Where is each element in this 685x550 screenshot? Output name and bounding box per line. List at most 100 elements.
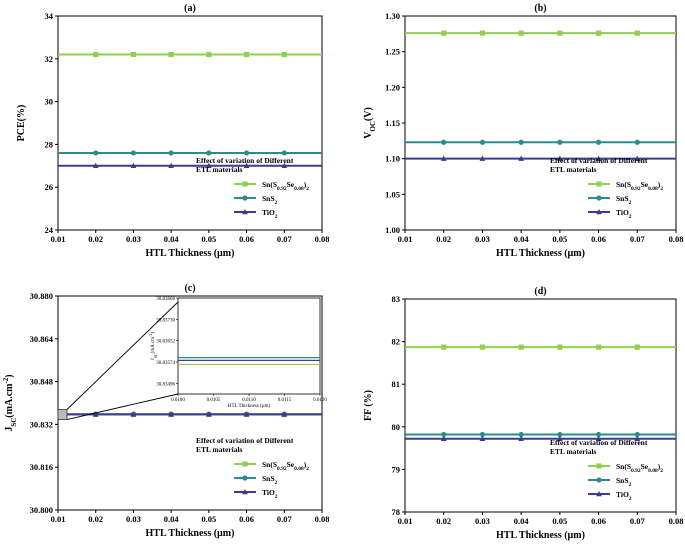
panel-d-xtick-label: 0.03	[475, 516, 490, 526]
panel-c-xlabel: HTL Thickness (µm)	[146, 528, 235, 539]
panel-a-legend-title-2: ETL materials	[196, 165, 243, 174]
panel-c-ytick-label: 30.832	[30, 419, 53, 429]
panel-a-series-1-point	[93, 150, 99, 156]
panel-b-ytick-label: 1.30	[385, 11, 400, 21]
panel-a-series-0-point	[93, 51, 99, 58]
panel-b-series-2-point	[556, 155, 563, 161]
panel-d-legend-title-1: Effect of variation of Different	[550, 438, 648, 447]
inset-ylabel: JSC(mA.cm-2)	[148, 331, 158, 360]
panel-a-series-2-point	[205, 162, 212, 169]
zoom-connector-bottom	[66, 393, 179, 420]
inset-xtick-label: 0.0115	[278, 398, 292, 403]
panel-c-series-2-point	[243, 411, 250, 417]
panel-d-series-0-point	[634, 344, 640, 350]
panel-a-label: (a)	[184, 3, 196, 14]
panel-d-ytick-label: 78	[392, 507, 401, 517]
panel-a-series-0-point	[168, 51, 174, 58]
panel-a-xtick-label: 0.08	[315, 234, 330, 244]
panel-c-legend-title-2: ETL materials	[196, 445, 243, 454]
inset-xtick-label: 0.0100	[171, 398, 185, 403]
panel-b-series-0-point	[441, 30, 447, 36]
inset-xtick-label: 0.0110	[242, 398, 256, 403]
panel-b-label: (b)	[534, 3, 546, 14]
panel-b-series-1-point	[518, 139, 524, 145]
panel-b-xtick-label: 0.07	[630, 234, 646, 244]
panel-a-series-1-point	[168, 150, 174, 156]
panel-d-series-1-point	[479, 431, 486, 438]
panel-c-series-2-point	[168, 411, 175, 417]
panel-a-series-2-point	[243, 162, 250, 169]
panel-c-xtick-label: 0.01	[51, 514, 66, 524]
panel-d-legend-label-2: TiO2	[616, 490, 632, 502]
panel-b-xtick-label: 0.03	[475, 234, 490, 244]
panel-d-ytick-label: 81	[392, 379, 401, 389]
panel-d-xtick-label: 0.02	[436, 516, 451, 526]
panel-b-xlabel: HTL Thickness (µm)	[496, 248, 585, 259]
panel-c-ytick-label: 30.848	[30, 377, 53, 387]
inset-ytick-label: 30.83730	[156, 318, 175, 323]
panel-d-series-1-point	[557, 431, 563, 438]
panel-b-series-2-point	[440, 155, 447, 161]
panel-a-legend-label-0: Sn(S0.92Se0.08)2	[262, 180, 309, 192]
inset-ytick-label: 30.83808	[156, 297, 175, 302]
panel-a-series-0-point	[243, 51, 250, 58]
panel-d-series-0-point	[441, 344, 447, 350]
panel-a-series-1-point	[243, 150, 250, 156]
panel-b-xtick-label: 0.02	[436, 234, 451, 244]
panel-d-xtick-label: 0.07	[630, 516, 646, 526]
panel-a-series-0-point	[130, 51, 137, 58]
panel-b-series-1-point	[479, 139, 486, 145]
panel-b-legend-marker-2	[596, 209, 602, 215]
panel-d-series-2-point	[556, 435, 563, 441]
panel-b-series-0-point	[595, 30, 602, 36]
panel-b-series-1-point	[557, 139, 563, 145]
panel-b-legend-marker-0	[596, 181, 602, 187]
panel-d-series-2-point	[479, 435, 486, 441]
panel-b-series-0-point	[557, 30, 563, 36]
panel-c-series-2-point	[92, 411, 99, 417]
panel-b-series-0-point	[518, 30, 524, 36]
inset-xtick-label: 0.0105	[207, 398, 221, 403]
panel-c-frame	[57, 295, 323, 511]
panel-a-ylabel: PCE(%)	[16, 105, 27, 142]
panel-a-legend-label-2: TiO2	[262, 208, 278, 220]
panel-a-xtick-label: 0.07	[277, 234, 293, 244]
panel-a-xtick-label: 0.05	[201, 234, 216, 244]
panel-b-ytick-label: 1.15	[385, 118, 400, 128]
panel-c-ylabel: JSC(mA.cm-2)	[2, 374, 18, 431]
panel-d-series-1-point	[518, 431, 524, 438]
panel-c-ytick-label: 30.880	[30, 291, 53, 301]
panel-c-legend-title-1: Effect of variation of Different	[196, 436, 294, 445]
panel-a-series-2-point	[92, 162, 99, 169]
panel-b-xtick-label: 0.08	[669, 234, 684, 244]
panel-d-xtick-label: 0.01	[398, 516, 413, 526]
panel-b-ylabel: VOC(V)	[363, 107, 377, 139]
panel-d-legend-label-1: SnS2	[616, 476, 632, 488]
panel-d-legend-title-2: ETL materials	[550, 447, 597, 456]
panel-c-label: (c)	[184, 283, 195, 294]
panel-c-ytick-label: 30.800	[30, 505, 53, 515]
panel-a-xlabel: HTL Thickness (µm)	[146, 248, 235, 259]
panel-c-legend-marker-0	[242, 461, 248, 467]
panel-d-xlabel: HTL Thickness (µm)	[496, 530, 585, 541]
panel-d-series-0-point	[518, 344, 524, 350]
panel-b-series-1-point	[441, 139, 447, 145]
panel-a-xtick-label: 0.04	[164, 234, 180, 244]
panel-a-series-1-point	[130, 150, 137, 156]
panel-a-legend-marker-0	[242, 181, 248, 187]
zoom-connector-top	[66, 301, 179, 410]
panel-d-ytick-label: 83	[392, 294, 401, 304]
panel-d-series-2-point	[518, 435, 525, 441]
panel-c-ytick-label: 30.816	[30, 462, 53, 472]
panel-d-series-1-point	[441, 431, 447, 438]
panel-c-series-2-point	[130, 411, 137, 417]
panel-b-xtick-label: 0.06	[591, 234, 606, 244]
panel-d-series-0-point	[595, 344, 602, 350]
panel-d-frame	[404, 298, 677, 513]
panel-d-series-0-point	[479, 344, 486, 350]
panel-d-ytick-label: 82	[392, 337, 401, 347]
panel-a-ytick-label: 32	[45, 54, 54, 64]
panel-c-legend-marker-1	[242, 475, 248, 481]
panel-d-xtick-label: 0.05	[552, 516, 567, 526]
